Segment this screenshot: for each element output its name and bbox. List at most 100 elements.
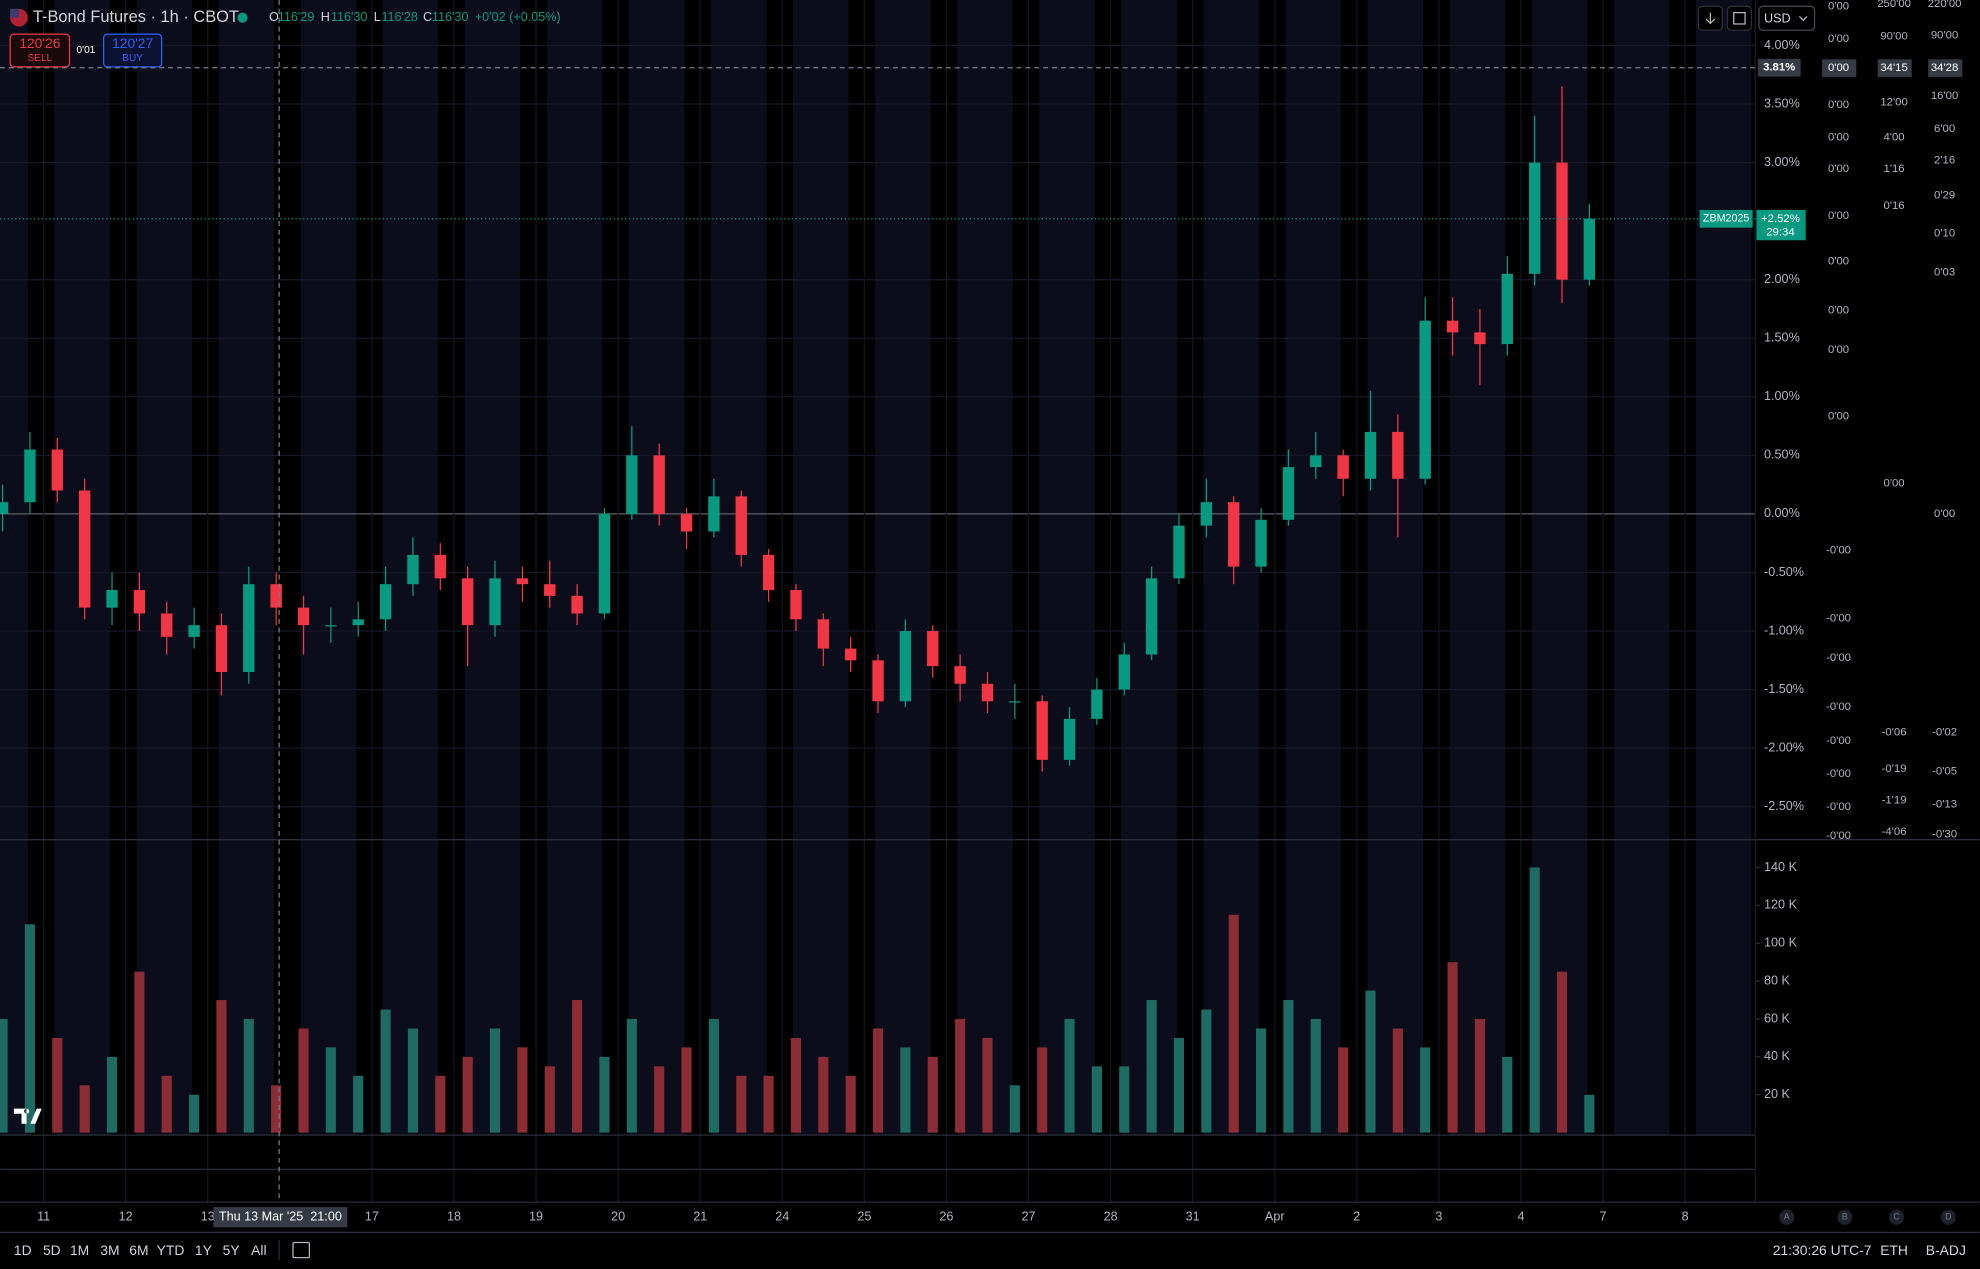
session-band <box>1613 0 1670 1136</box>
candle-body <box>817 619 830 649</box>
extra-scale-label: -0'05 <box>1932 766 1957 778</box>
currency-select[interactable] <box>1758 5 1816 31</box>
extra-scale-label: 0'00 <box>1828 33 1849 45</box>
range-button[interactable]: 1D <box>14 1242 32 1258</box>
range-button[interactable]: 5Y <box>223 1242 240 1258</box>
y-tick-label: -0.50% <box>1764 565 1804 579</box>
x-tick-label: 13 <box>201 1210 215 1224</box>
legend-change: +0'02 (+0.05%) <box>475 10 561 24</box>
pane-letter: A <box>1784 1212 1790 1222</box>
session-band <box>1695 0 1752 1136</box>
candle-body <box>872 660 884 702</box>
extra-scale-label: 0'00 <box>1828 0 1849 12</box>
candle-body <box>1337 455 1349 479</box>
volume-bar <box>736 1075 747 1133</box>
y-tick-label: 3.50% <box>1764 96 1800 110</box>
extra-scale-label: -0'13 <box>1932 798 1957 810</box>
candle-body <box>1063 718 1076 760</box>
volume-bar <box>24 924 35 1133</box>
candle-body <box>845 648 857 661</box>
candle-body <box>133 590 146 614</box>
volume-bar <box>1228 914 1239 1133</box>
extra-scale-label: 0'29 <box>1934 190 1955 202</box>
pane-button[interactable] <box>1889 1209 1905 1225</box>
volume-bar <box>790 1037 802 1133</box>
dropdown-arrow <box>1798 15 1808 22</box>
session-band <box>1285 0 1342 1136</box>
extra-scale-label: -0'00 <box>1826 613 1851 625</box>
range-button[interactable]: All <box>251 1242 266 1258</box>
extra-scale-label: 90'00 <box>1880 31 1907 43</box>
candle-body <box>626 455 638 514</box>
session-band <box>464 0 521 1136</box>
crosshair-x-label: Thu 13 Mar '25 21:00 <box>219 1210 342 1224</box>
extra-scale-label: 4'00 <box>1884 132 1905 144</box>
session-band <box>1449 0 1506 1136</box>
candle-body <box>598 513 611 614</box>
range-button[interactable]: 6M <box>129 1242 148 1258</box>
legend-label: C <box>423 10 432 24</box>
date-range-icon[interactable] <box>292 1241 311 1259</box>
volume-bar <box>1502 1056 1513 1133</box>
range-button[interactable]: 3M <box>100 1242 119 1258</box>
volume-bar <box>189 1094 200 1133</box>
extra-scale-label: -0'00 <box>1826 768 1851 780</box>
volume-bar <box>872 1028 884 1133</box>
volume-tick-label: 80 K <box>1764 973 1791 987</box>
volume-bar <box>517 1047 528 1133</box>
session-band <box>1039 0 1095 1136</box>
extra-scale-label: 0'03 <box>1934 267 1955 279</box>
price-tag-label: +2.52% <box>1761 213 1800 225</box>
session-band <box>218 0 275 1136</box>
symbol-title[interactable]: T-Bond Futures · 1h · CBOT <box>33 8 239 26</box>
extra-scale-label: -1'19 <box>1882 795 1907 807</box>
x-tick-label: 18 <box>447 1210 461 1224</box>
candle-body <box>927 631 939 667</box>
volume-bar <box>681 1047 692 1133</box>
extra-scale-label: 6'00 <box>1934 123 1955 135</box>
volume-bar <box>1201 1009 1212 1133</box>
volume-bar <box>1365 990 1376 1133</box>
volume-bar <box>1474 1018 1485 1133</box>
buy-button[interactable] <box>102 33 163 68</box>
fullscreen-button[interactable] <box>1726 5 1753 31</box>
legend-value: 116'28 <box>381 10 418 24</box>
pane-button[interactable] <box>1837 1209 1853 1225</box>
volume-bar <box>435 1075 446 1133</box>
extra-scale-label: 0'10 <box>1934 228 1955 240</box>
session-toggle[interactable]: ETH <box>1880 1242 1908 1258</box>
volume-bar <box>1584 1094 1595 1133</box>
extra-scale-label: 0'00 <box>1828 344 1849 356</box>
volume-bar <box>407 1028 419 1133</box>
candle-body <box>708 496 720 532</box>
session-band <box>300 0 357 1136</box>
y-tick-label: -1.50% <box>1764 682 1804 696</box>
extra-scale-label: -0'00 <box>1826 801 1851 813</box>
x-tick-label: 31 <box>1186 1210 1200 1224</box>
range-button[interactable]: 1M <box>70 1242 89 1258</box>
volume-bar <box>380 1009 391 1133</box>
y-tick-label: 0.00% <box>1764 506 1800 520</box>
pane-button[interactable] <box>1779 1209 1795 1225</box>
volume-bar <box>161 1075 172 1133</box>
y-tick-label: 1.50% <box>1764 331 1800 345</box>
pane-button[interactable] <box>1940 1209 1956 1225</box>
candle-body <box>1583 218 1596 280</box>
x-tick-label: Apr <box>1265 1210 1285 1224</box>
volume-bar <box>955 1018 966 1133</box>
legend-value: 116'30 <box>432 10 469 24</box>
candle-body <box>1091 689 1103 719</box>
volume-bar <box>243 1018 254 1133</box>
x-tick-label: 11 <box>37 1210 50 1224</box>
volume-bar <box>708 1018 719 1133</box>
range-button[interactable]: 5D <box>43 1242 61 1258</box>
range-button[interactable]: YTD <box>157 1242 185 1258</box>
adjustment-toggle[interactable]: B-ADJ <box>1926 1242 1966 1258</box>
sell-button[interactable] <box>9 33 71 68</box>
x-tick-label: 21 <box>693 1210 707 1224</box>
volume-tick-label: 60 K <box>1764 1011 1791 1025</box>
extra-scale-label: 34'28 <box>1931 62 1958 74</box>
range-button[interactable]: 1Y <box>195 1242 212 1258</box>
